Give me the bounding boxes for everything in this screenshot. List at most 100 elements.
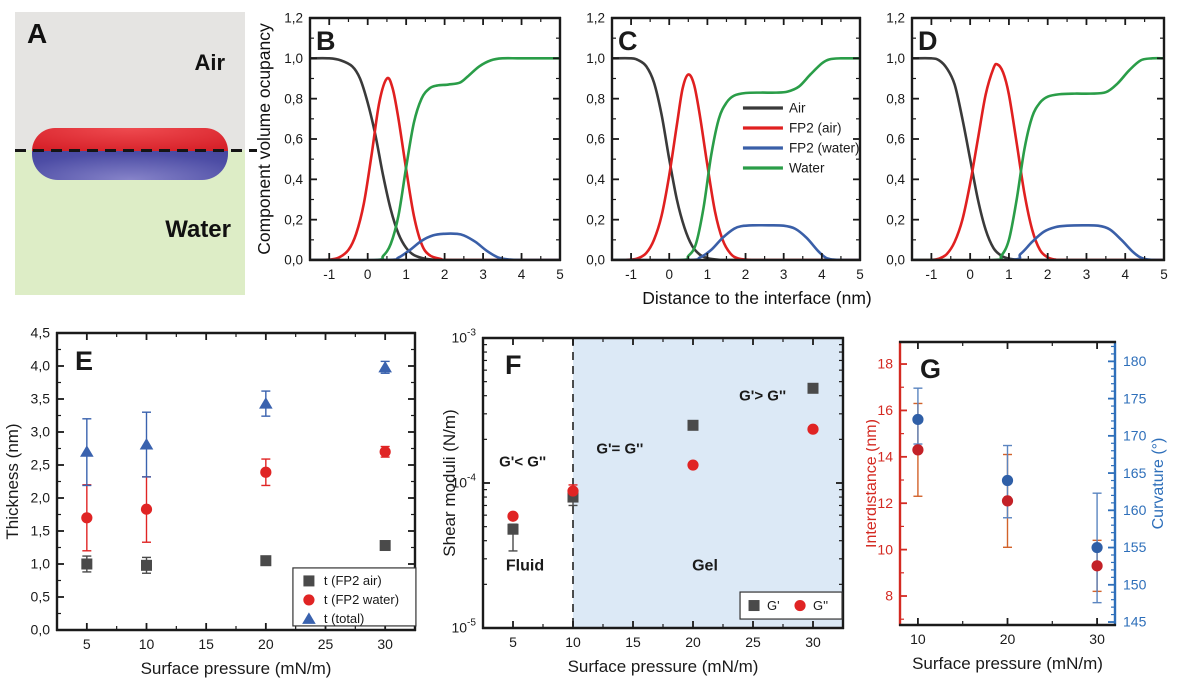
e-points-t-fp2-water (81, 446, 391, 524)
particle-water-half (32, 151, 228, 180)
svg-text:0,6: 0,6 (886, 132, 905, 147)
air-region (15, 12, 245, 150)
panel-g-chart: 10 20 30 8 10 12 14 16 18 145 150 155 160 165 170 175 18… (866, 340, 1167, 673)
svg-text:15: 15 (625, 634, 641, 650)
d-curve-air (912, 56, 1164, 260)
svg-text:10-3: 10-3 (451, 328, 476, 346)
f-y-axis-label: Shear moduli (N/m) (442, 409, 459, 556)
svg-text:4,5: 4,5 (31, 325, 51, 341)
svg-text:25: 25 (745, 634, 761, 650)
f-annotation-fluid: Fluid (506, 557, 544, 574)
svg-text:12: 12 (877, 495, 893, 511)
svg-text:0,0: 0,0 (886, 253, 905, 268)
panel-d-chart: -1 0 1 2 3 4 5 0,0 0,2 0,4 0,6 0,8 1,0 1,2 D (886, 11, 1168, 282)
b-curve-air (310, 56, 560, 260)
c-axes: -1 0 1 2 3 4 5 0,0 0,2 0,4 0,6 0,8 1,0 1,2 (586, 11, 864, 282)
nanoparticle-capsule (32, 128, 228, 180)
f-points-g (507, 423, 819, 522)
f-points-g (507, 382, 819, 535)
svg-text:0,2: 0,2 (586, 212, 605, 227)
f-x-axis-label: Surface pressure (mN/m) (568, 657, 759, 676)
panel-e-chart: 5 10 15 20 25 30 0,0 0,5 1,0 1,5 2,0 2,5 3,0 3,5 4,0 4,… (3, 325, 417, 678)
c-curve-fp2-water (612, 223, 860, 260)
f-series (507, 382, 819, 552)
svg-text:10-5: 10-5 (451, 618, 476, 636)
svg-text:170: 170 (1123, 428, 1147, 444)
svg-text:10: 10 (877, 541, 893, 557)
svg-text:30: 30 (377, 636, 393, 652)
svg-text:10: 10 (139, 636, 155, 652)
air-label: Air (194, 50, 225, 75)
svg-text:150: 150 (1123, 576, 1147, 592)
g-points-interdistance (912, 444, 1103, 572)
svg-text:3: 3 (1083, 267, 1091, 282)
svg-text:16: 16 (877, 402, 893, 418)
svg-text:14: 14 (877, 449, 893, 465)
svg-text:1,0: 1,0 (31, 556, 51, 572)
svg-text:1: 1 (1005, 267, 1013, 282)
svg-text:25: 25 (318, 636, 334, 652)
f-annotation-g-g: G'> G'' (739, 388, 786, 405)
svg-text:1,0: 1,0 (284, 51, 303, 66)
c-series (612, 56, 860, 260)
f-regions (573, 338, 843, 628)
svg-text:-1: -1 (925, 267, 937, 282)
svg-text:4: 4 (518, 267, 526, 282)
svg-text:20: 20 (1000, 631, 1016, 647)
g-right-axis-label: Curvature (°) (1150, 438, 1167, 530)
g-panel-letter: G (920, 354, 941, 384)
svg-text:160: 160 (1123, 502, 1147, 518)
f-panel-letter: F (505, 350, 522, 380)
svg-text:4: 4 (1121, 267, 1129, 282)
f-annotation-g-g: G'< G'' (499, 453, 546, 470)
g-x-axis-label: Surface pressure (mN/m) (912, 654, 1103, 673)
g-series (912, 387, 1103, 604)
svg-text:2: 2 (742, 267, 750, 282)
b-curve-fp2-water (310, 232, 560, 260)
b-panel-letter: B (316, 26, 336, 56)
e-legend: t (FP2 air) t (FP2 water) t (total) (292, 567, 417, 627)
svg-text:3,0: 3,0 (31, 424, 51, 440)
svg-text:3: 3 (780, 267, 788, 282)
svg-text:0,4: 0,4 (284, 172, 303, 187)
svg-text:FP2 (water): FP2 (water) (789, 141, 860, 156)
svg-text:15: 15 (198, 636, 214, 652)
svg-text:0: 0 (364, 267, 372, 282)
svg-text:8: 8 (885, 588, 893, 604)
d-panel-letter: D (918, 26, 938, 56)
b-curve-water (310, 56, 560, 260)
g-points-curvature (912, 413, 1103, 554)
svg-text:0,5: 0,5 (31, 589, 51, 605)
svg-text:180: 180 (1123, 353, 1147, 369)
b-axes: -1 0 1 2 3 4 5 0,0 0,2 0,4 0,6 0,8 1,0 1,2 (284, 11, 564, 282)
d-axes: -1 0 1 2 3 4 5 0,0 0,2 0,4 0,6 0,8 1,0 1,2 (886, 11, 1168, 282)
svg-text:0,8: 0,8 (886, 91, 905, 106)
svg-text:30: 30 (1089, 631, 1105, 647)
svg-text:5: 5 (556, 267, 564, 282)
e-points-t-total (80, 360, 392, 457)
svg-text:5: 5 (83, 636, 91, 652)
svg-text:5: 5 (509, 634, 517, 650)
svg-text:3,5: 3,5 (31, 391, 51, 407)
f-annotation-gel: Gel (692, 557, 718, 574)
c-curve-fp2-air (612, 73, 860, 260)
svg-text:Air: Air (789, 101, 806, 116)
svg-text:-1: -1 (625, 267, 637, 282)
e-x-axis-label: Surface pressure (mN/m) (141, 659, 332, 678)
svg-text:0,2: 0,2 (284, 212, 303, 227)
svg-text:30: 30 (805, 634, 821, 650)
svg-text:1,2: 1,2 (586, 11, 605, 26)
panel-f-chart: 5 10 15 20 25 30 10-5 10-4 10-3 G'< G'' G'= G'' G'>… (442, 328, 845, 676)
svg-text:1,2: 1,2 (284, 11, 303, 26)
svg-text:5: 5 (1160, 267, 1168, 282)
svg-text:-1: -1 (323, 267, 335, 282)
svg-text:165: 165 (1123, 465, 1147, 481)
svg-text:0,4: 0,4 (886, 172, 905, 187)
d-curve-fp2-water (912, 223, 1164, 260)
d-series (912, 56, 1164, 260)
svg-text:1,2: 1,2 (886, 11, 905, 26)
svg-text:175: 175 (1123, 390, 1147, 406)
distance-axis-label: Distance to the interface (nm) (642, 288, 872, 308)
svg-text:Water: Water (789, 161, 825, 176)
